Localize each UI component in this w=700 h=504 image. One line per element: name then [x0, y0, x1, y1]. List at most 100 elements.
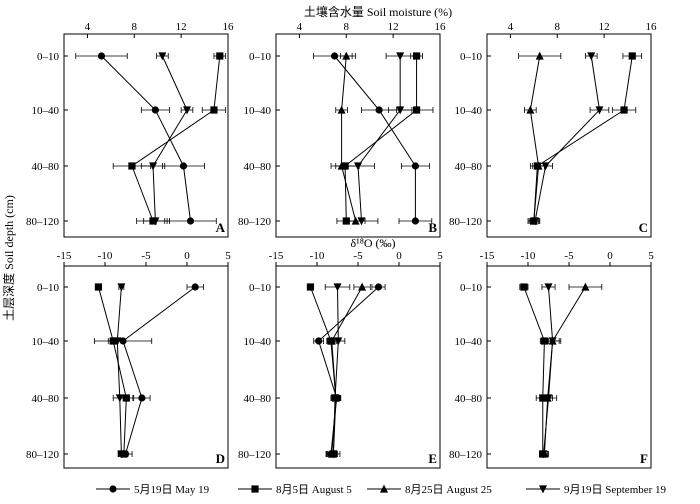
x-tick-label: 4 [85, 21, 91, 33]
data-point [548, 337, 557, 346]
data-point [411, 162, 419, 170]
x-tick-label: 4 [297, 21, 303, 33]
x-tick-label: -5 [564, 250, 574, 262]
panel-A: 4 8 12 16 0–10 10–40 40–80 80–120 A [26, 21, 234, 238]
series-line [152, 55, 188, 222]
series-square [112, 52, 227, 225]
data-point [396, 106, 405, 115]
data-point [113, 337, 122, 346]
panel-frame [275, 265, 441, 469]
y-tick-label: 0–10 [37, 51, 60, 63]
data-point [375, 106, 383, 114]
series-line [116, 286, 122, 455]
y-tick-label: 80–120 [449, 449, 483, 461]
panel-C: 4 8 12 16 0–10 10–40 40–80 80–120 C [449, 21, 658, 238]
panel-letter: A [216, 220, 226, 235]
data-point [374, 283, 383, 291]
data-point [526, 105, 535, 114]
panel-letter: F [640, 451, 648, 466]
series-line [97, 286, 127, 455]
series-line [534, 55, 600, 222]
series-triangle-down [140, 52, 194, 226]
series-circle [313, 52, 433, 225]
x-tick-label: 12 [599, 21, 610, 33]
series-circle [75, 52, 217, 225]
x-tick-label: 8 [344, 21, 350, 33]
data-point [117, 450, 126, 459]
legend-marker [109, 485, 117, 493]
legend-item: 9月19日 September 19 [526, 484, 667, 496]
y-tick-label: 0–10 [249, 51, 272, 63]
data-point [595, 106, 604, 115]
series-line [523, 286, 545, 454]
data-point [541, 162, 550, 171]
data-point [411, 217, 419, 225]
legend-label: 8月25日 August 25 [405, 484, 492, 496]
y-tick-label: 10–40 [32, 105, 60, 117]
x-tick-label: 4 [508, 21, 514, 33]
data-point [333, 283, 342, 292]
y-tick-label: 10–40 [455, 336, 483, 348]
series-triangle-up [335, 51, 366, 225]
data-point [330, 52, 339, 60]
legend-item: 8月5日 August 5 [238, 484, 352, 496]
panel-letter: B [428, 220, 437, 235]
data-point [520, 283, 528, 291]
series-line [332, 286, 339, 455]
series-square [330, 52, 434, 225]
data-point [186, 217, 195, 225]
legend-item: 5月19日 May 19 [96, 484, 210, 496]
x-tick-label: -15 [269, 250, 284, 262]
data-point [544, 283, 553, 292]
data-point [334, 337, 343, 346]
series-square [519, 283, 550, 458]
x-tick-label: 8 [555, 21, 561, 33]
data-point [151, 106, 159, 114]
series-line [529, 55, 541, 222]
data-point [94, 283, 103, 291]
data-point [115, 394, 124, 403]
panel-letter: C [639, 220, 648, 235]
x-tick-label: 5 [648, 250, 654, 262]
y-tick-label: 0–10 [37, 282, 60, 294]
data-point [191, 283, 199, 291]
x-tick-label: 16 [646, 21, 658, 33]
series-line [101, 55, 192, 222]
series-line [334, 55, 416, 221]
series-line [533, 55, 633, 222]
data-point [117, 283, 126, 292]
legend-label: 9月19日 September 19 [564, 484, 667, 496]
data-point [216, 52, 224, 60]
panel-frame [275, 33, 441, 238]
data-point [306, 283, 315, 291]
legend-marker [539, 485, 547, 494]
x-tick-label: -15 [57, 250, 72, 262]
y-tick-label: 40–80 [32, 161, 60, 173]
series-circle [93, 283, 204, 458]
series-line [344, 56, 418, 222]
series-square [94, 283, 134, 458]
x-tick-label: 12 [388, 21, 399, 33]
data-point [128, 162, 136, 170]
y-tick-label: 0–10 [460, 282, 483, 294]
series-line [341, 55, 357, 222]
legend-marker [380, 484, 388, 493]
data-point [119, 337, 127, 345]
data-point [396, 52, 405, 61]
series-triangle-up [539, 282, 603, 458]
series-line [131, 55, 221, 222]
panel-frame [486, 33, 652, 238]
data-point [587, 52, 596, 61]
panel-frame [63, 265, 229, 469]
x-tick-label: 5 [437, 250, 443, 262]
x-tick-label: 0 [184, 250, 190, 262]
x-tick-label: -15 [480, 250, 495, 262]
top-axis-label: 土壤含水量 Soil moisture (%) [304, 4, 452, 19]
series-square [527, 52, 643, 225]
x-tick-label: -10 [521, 250, 536, 262]
panel-D: -15 -10 -5 0 5 0–10 10–40 40–80 80–120 D [26, 250, 231, 469]
x-tick-label: 0 [607, 250, 613, 262]
x-tick-label: -5 [141, 250, 151, 262]
series-line [309, 286, 337, 455]
x-tick-label: 0 [396, 250, 402, 262]
